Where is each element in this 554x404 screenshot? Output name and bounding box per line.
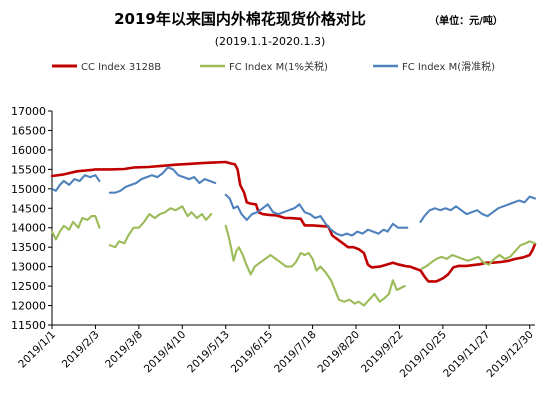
chart-series: [50, 160, 537, 307]
legend-label: FC Index M(1%关税): [229, 60, 328, 73]
chart-unit-note: （单位：元/吨）: [429, 14, 503, 27]
y-tick-label: 14000: [11, 222, 46, 235]
x-tick-label: 2019/12/30: [485, 329, 536, 380]
y-tick-label: 17000: [11, 105, 46, 118]
series-line-segment: [108, 205, 213, 249]
chart-title-main: 2019年以来国内外棉花现货价格对比: [114, 10, 366, 28]
legend-label: FC Index M(滑准税): [402, 60, 495, 73]
x-tick-label: 2019/6/15: [229, 329, 276, 376]
chart-axes: [51, 111, 535, 326]
y-tick-label: 14500: [11, 202, 46, 215]
series-line-segment: [420, 240, 537, 270]
series-line-segment: [419, 195, 537, 223]
x-tick-label: 2019/4/10: [142, 329, 189, 376]
x-tick-label: 2019/9/22: [359, 329, 406, 376]
series-line-segment: [108, 166, 217, 194]
y-tick-label: 16000: [11, 144, 46, 157]
x-tick-label: 2019/8/20: [316, 329, 363, 376]
legend-label: CC Index 3128B: [81, 62, 161, 73]
series-line-segment: [224, 193, 409, 237]
y-tick-label: 13000: [11, 261, 46, 274]
y-tick-label: 15500: [11, 163, 46, 176]
series-line-segment: [50, 174, 101, 192]
x-tick-label: 2019/7/18: [272, 329, 319, 376]
y-tick-label: 12500: [11, 280, 46, 293]
chart-title: 2019年以来国内外棉花现货价格对比: [114, 10, 366, 28]
series-2: [50, 205, 537, 307]
series-line-segment: [50, 215, 101, 241]
y-axis-ticks: 11500 12000 12500 13000 13500 14000 14500 15000…: [11, 105, 52, 332]
x-tick-label: 2019/5/13: [185, 329, 232, 376]
series-3: [50, 166, 537, 237]
x-tick-label: 2019/3/8: [103, 329, 145, 371]
x-tick-label: 2019/2/3: [60, 329, 102, 371]
y-tick-label: 13500: [11, 241, 46, 254]
chart-legend: CC Index 3128B FC Index M(1%关税) FC Index M…: [52, 60, 495, 73]
series-line-segment: [224, 224, 406, 307]
chart-subtitle: (2019.1.1-2020.1.3): [215, 35, 326, 48]
y-tick-label: 11500: [11, 319, 46, 332]
x-axis-ticks: 2019/1/1 2019/2/3 2019/3/82019/4/102019/5/…: [16, 325, 536, 380]
y-tick-label: 15000: [11, 183, 46, 196]
y-tick-label: 12000: [11, 300, 46, 313]
y-tick-label: 16500: [11, 124, 46, 137]
x-tick-label: 2019/1/1: [16, 329, 58, 371]
